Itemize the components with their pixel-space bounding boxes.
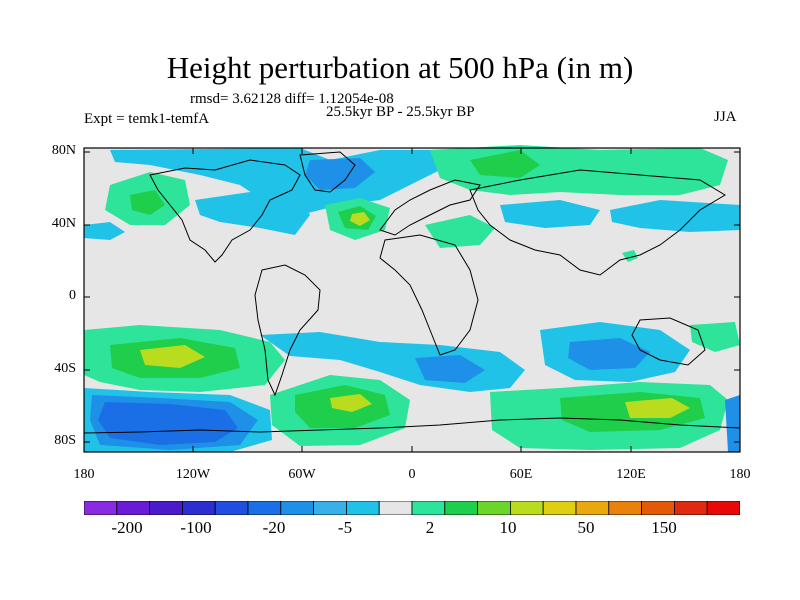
contour-cyan-npac-east [610, 200, 740, 232]
colorbar-swatch [706, 501, 740, 515]
contour-bluemid-far-south [98, 402, 238, 445]
lat-label: 80S [54, 433, 76, 448]
contour-green-aus [690, 322, 740, 352]
colorbar-label: -20 [262, 518, 286, 537]
contour-bluelight-east-edge [725, 395, 740, 452]
colorbar-label: -100 [180, 518, 212, 537]
lat-label: 40S [54, 361, 76, 376]
colorbar [84, 501, 740, 515]
coastline-asia [469, 169, 726, 276]
lon-label: 180 [73, 467, 95, 482]
coastline-greenland [299, 151, 356, 193]
contour-fills [84, 145, 740, 452]
chart-title: Height perturbation at 500 hPa (in m) [166, 50, 634, 85]
colorbar-swatch [313, 501, 347, 515]
lat-label: 40N [51, 216, 76, 231]
lon-label: 120W [175, 467, 211, 482]
colorbar-swatch [149, 501, 183, 515]
colorbar-swatch [575, 501, 610, 515]
colorbar-swatch [509, 501, 544, 515]
season-label: JJA [714, 109, 737, 125]
lat-label: 0 [69, 288, 76, 303]
colorbar-swatch [345, 501, 380, 515]
contour-bluemid-arctic [305, 158, 375, 190]
coastline-australia [631, 317, 706, 366]
colorbar-label: 10 [499, 518, 517, 537]
coastlines [83, 151, 741, 434]
colorbar-swatch [378, 501, 413, 515]
subtitle: 25.5kyr BP - 25.5kyr BP [326, 104, 475, 120]
colorbar-swatch [674, 501, 708, 515]
colorbar-label: 150 [651, 518, 677, 537]
contour-yellow-antarctic-east [625, 398, 690, 418]
axis-ticks [83, 148, 741, 452]
lon-label: 60E [509, 467, 533, 482]
coastline-antarctica [83, 417, 741, 434]
coastline-north-america [149, 159, 301, 263]
lat-label: 80N [51, 143, 76, 158]
coastline-africa [379, 234, 479, 356]
coastline-europe [379, 179, 481, 236]
lon-label: 60W [288, 467, 316, 482]
colorbar-swatch [608, 501, 642, 515]
colorbar-swatch [477, 501, 511, 515]
colorbar-swatch [444, 501, 478, 515]
colorbar-swatch [116, 501, 150, 515]
contour-greendark-siberia [470, 150, 540, 178]
contour-green-mideast [425, 215, 495, 248]
colorbar-label: -5 [337, 518, 353, 537]
lon-label: 120E [616, 467, 646, 482]
contour-yellow-europe [350, 212, 370, 226]
contour-yellow-samerica-south [330, 394, 372, 412]
lon-label: 0 [408, 467, 416, 482]
experiment-label: Expt = temk1-temfA [84, 111, 210, 127]
colorbar-swatch [542, 501, 577, 515]
colorbar-swatch [247, 501, 282, 515]
contour-cyan-asia [500, 200, 600, 228]
colorbar-swatch [84, 501, 118, 515]
colorbar-swatch [214, 501, 249, 515]
colorbar-label: 2 [425, 518, 435, 537]
colorbar-swatch [182, 501, 216, 515]
contour-yellow-spac [140, 345, 205, 368]
colorbar-swatch [280, 501, 315, 515]
colorbar-swatch [641, 501, 675, 515]
stats-text: rmsd= 3.62128 diff= 1.12054e-08 [190, 91, 394, 107]
lon-label: 180 [729, 467, 751, 482]
contour-bluelight-io [568, 338, 650, 370]
colorbar-swatch [411, 501, 446, 515]
colorbar-label: -200 [111, 518, 143, 537]
colorbar-label: 50 [577, 518, 595, 537]
contour-greendark-npac [130, 190, 165, 215]
contour-atlantic-cyan [195, 192, 310, 235]
coastline-south-america [254, 264, 321, 397]
contour-cyan-natl [84, 222, 125, 240]
contour-bluelight-satl [415, 355, 485, 383]
